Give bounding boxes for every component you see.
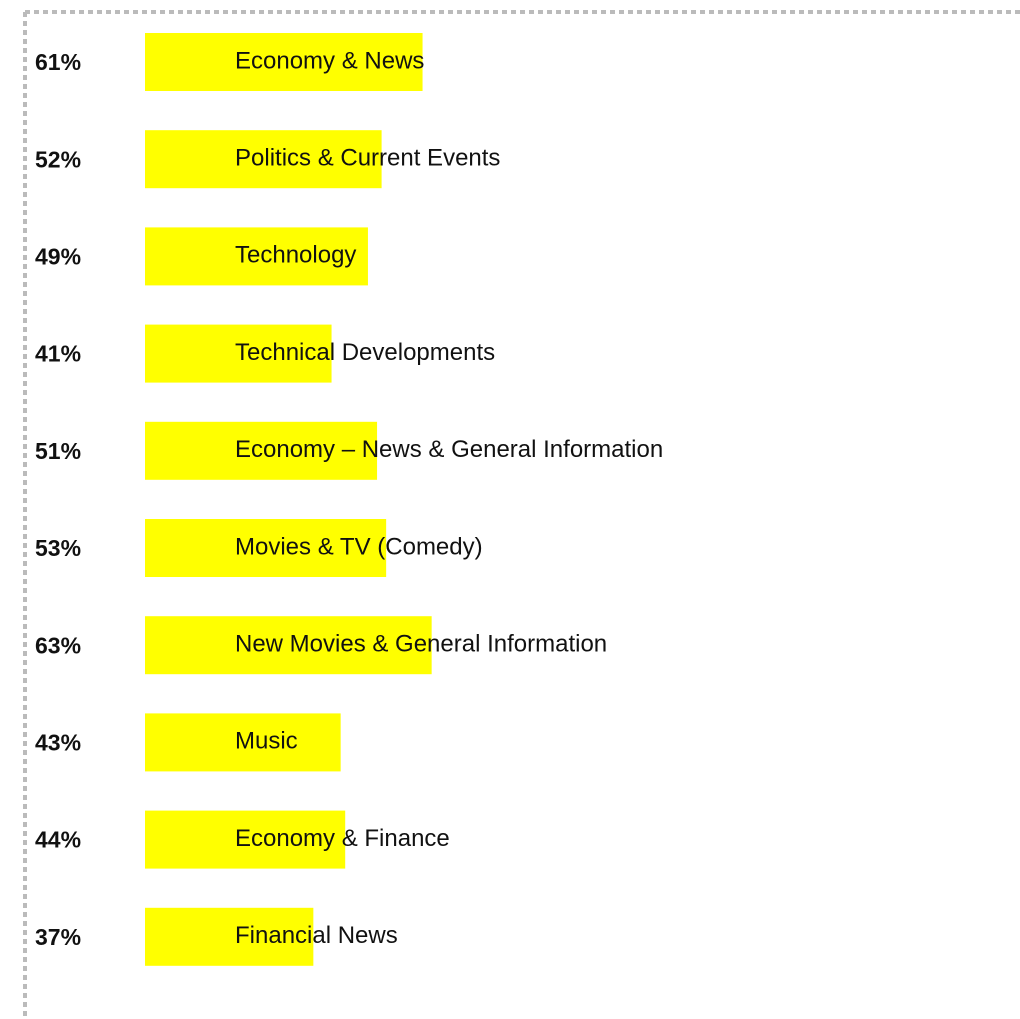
- category-label: Politics & Current Events: [235, 145, 500, 172]
- bar: [145, 907, 314, 966]
- value-label: 51%: [35, 438, 81, 464]
- bar: [145, 713, 341, 772]
- value-label: 41%: [35, 341, 81, 367]
- category-label: Financial News: [235, 922, 398, 949]
- value-label: 44%: [35, 827, 81, 853]
- value-label: 49%: [35, 243, 81, 269]
- category-label: New Movies & General Information: [235, 631, 607, 658]
- value-label: 43%: [35, 729, 81, 755]
- value-label: 37%: [35, 924, 81, 950]
- category-label: Economy – News & General Information: [235, 436, 663, 463]
- value-label: 53%: [35, 535, 81, 561]
- bar: [145, 421, 378, 480]
- category-label: Music: [235, 728, 298, 755]
- value-label: 61%: [35, 49, 81, 75]
- bar: [145, 810, 346, 869]
- bar: [145, 33, 423, 91]
- bar: [145, 324, 332, 383]
- value-label: 52%: [35, 146, 81, 172]
- value-label: 63%: [35, 632, 81, 658]
- category-label: Movies & TV (Comedy): [235, 533, 483, 560]
- category-label: Technical Developments: [235, 339, 495, 366]
- category-label: Technology: [235, 242, 356, 269]
- category-label: Economy & News: [235, 47, 424, 74]
- category-label: Economy & Finance: [235, 825, 450, 852]
- bar: [145, 519, 387, 577]
- bar: [145, 227, 368, 286]
- bar: [145, 616, 432, 675]
- bar: [145, 130, 382, 189]
